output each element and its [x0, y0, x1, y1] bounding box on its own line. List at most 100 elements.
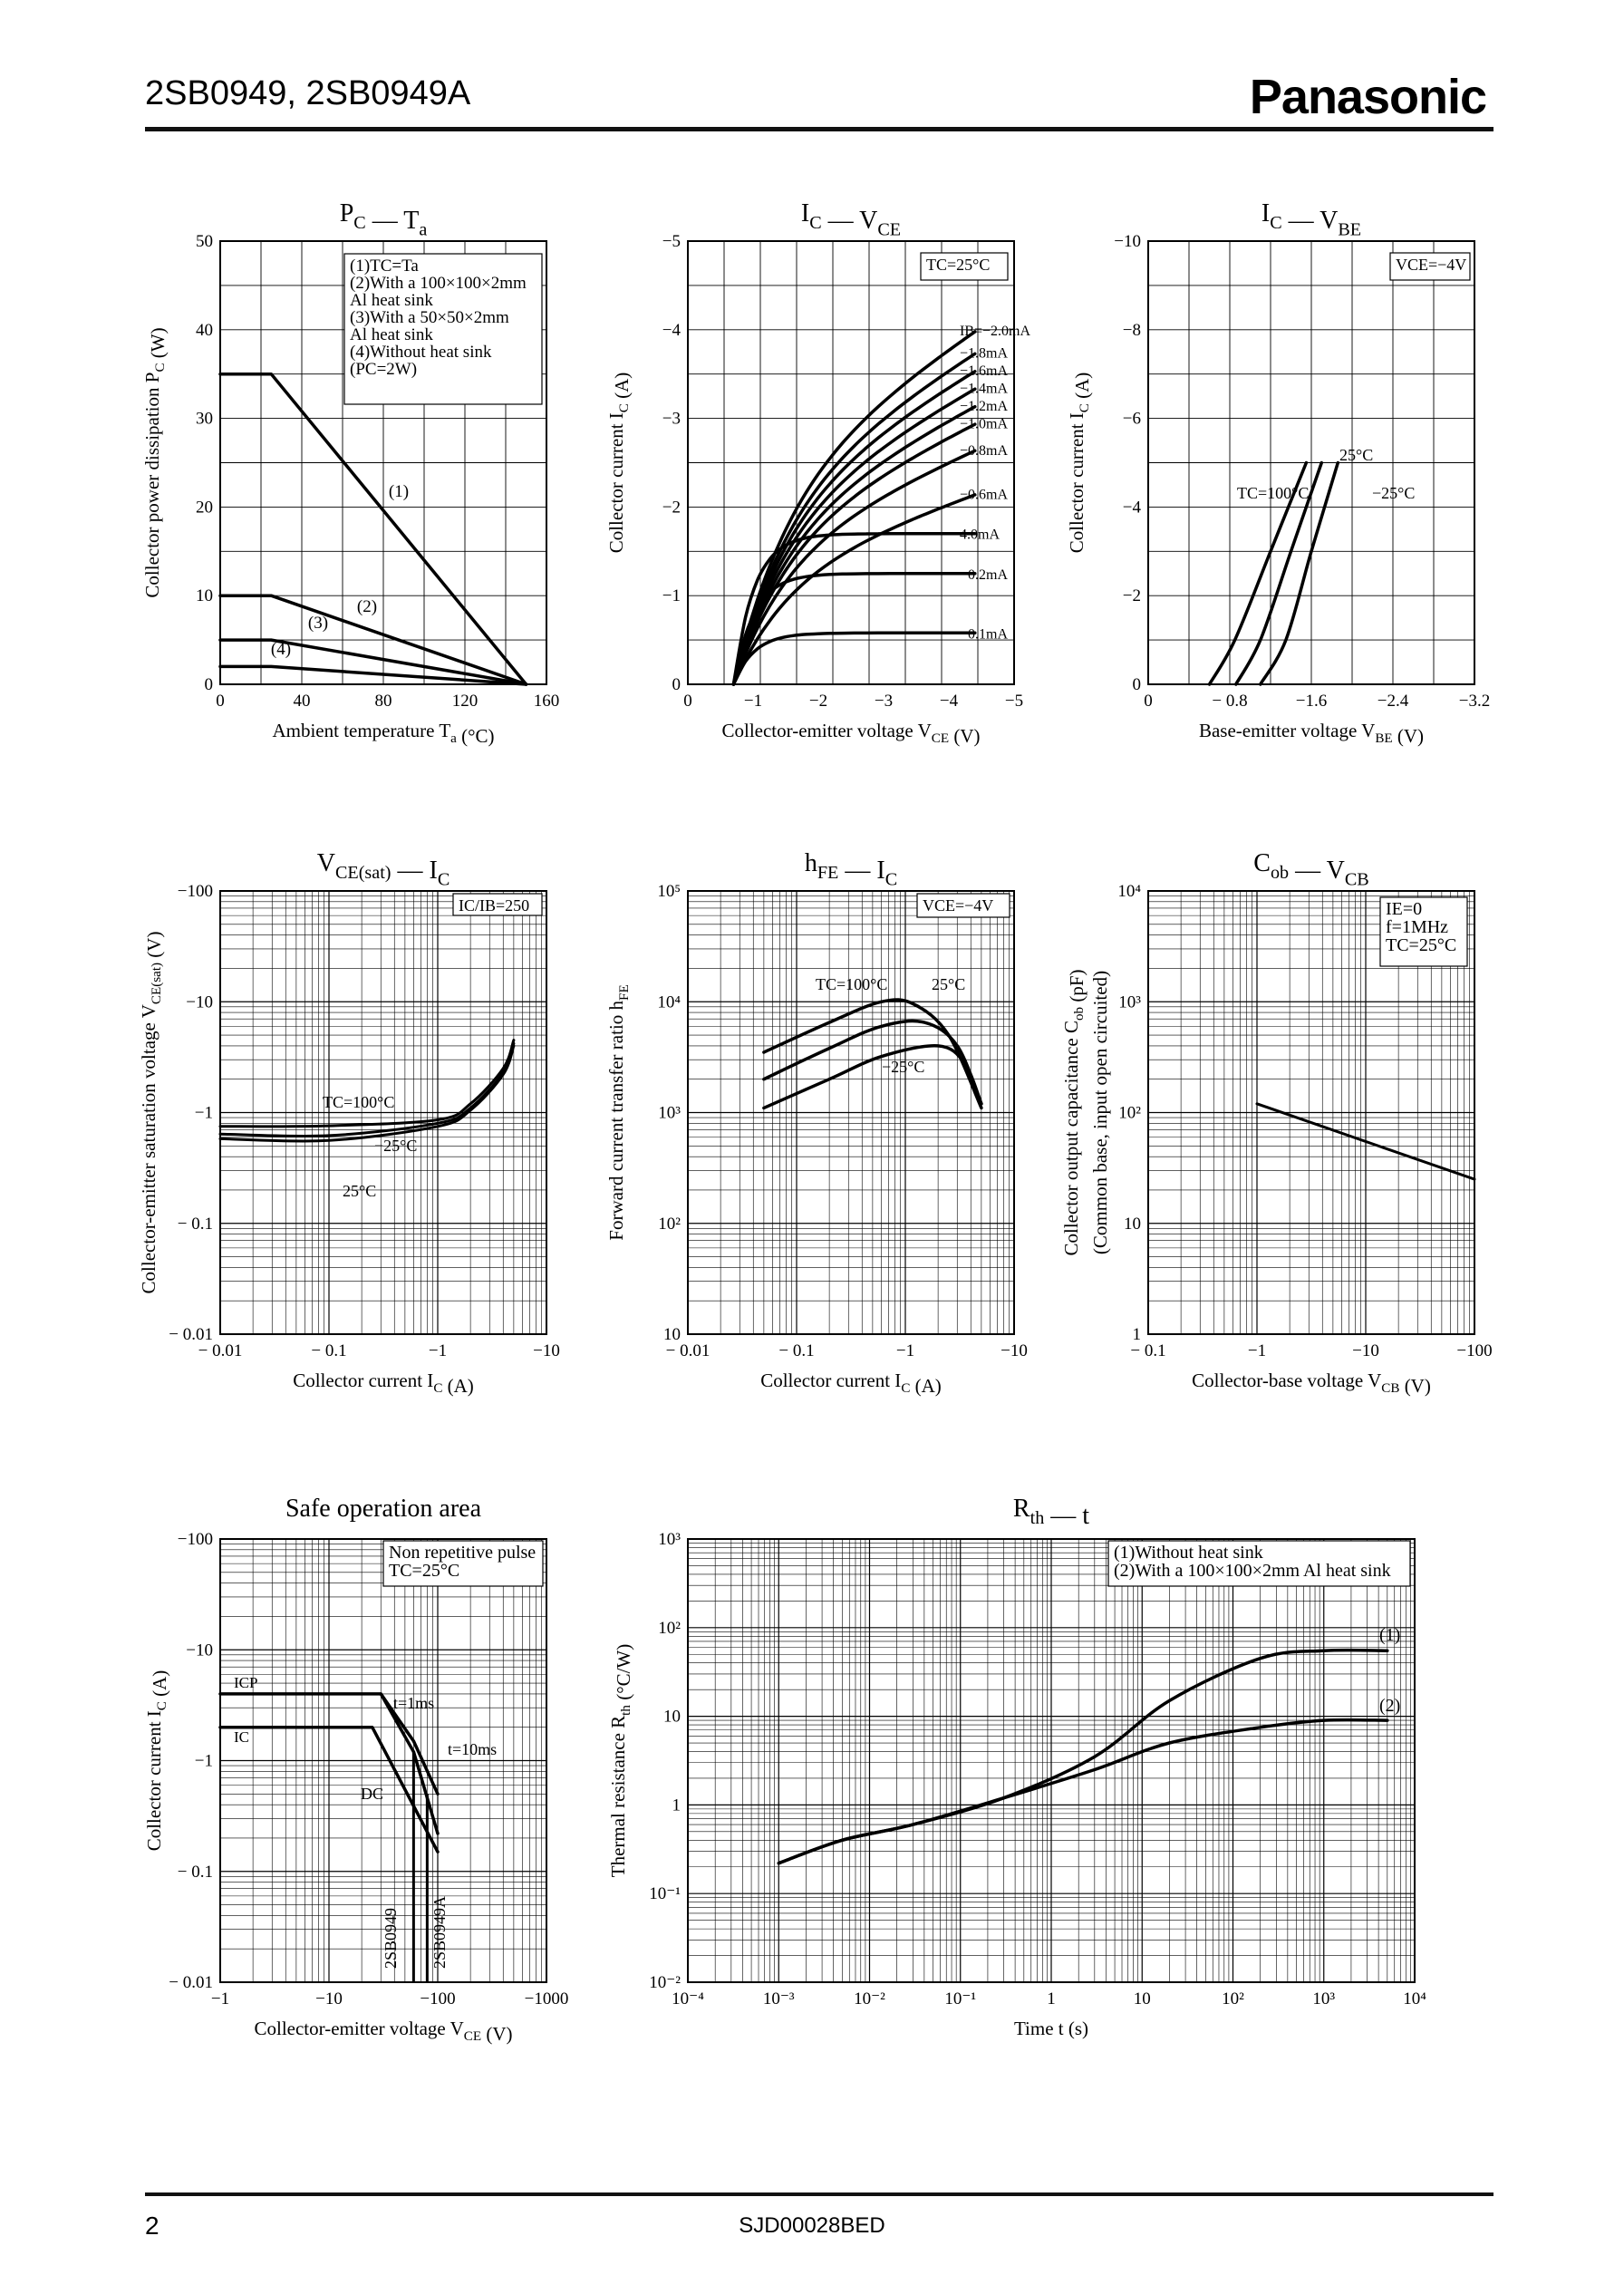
cob-ytick: 10⁴ [1117, 882, 1141, 901]
rth-legend-text: (2)With a 100×100×2mm Al heat sink [1114, 1561, 1391, 1581]
footer-rule [145, 2192, 1494, 2196]
plot-frame [687, 240, 1015, 685]
pc-ytick: 10 [196, 586, 213, 605]
icvbe-series-1 [1207, 460, 1309, 686]
hfe-ytick: 10 [663, 1325, 681, 1344]
icvce-ytick: −3 [662, 410, 681, 429]
icvbe-xtick: 0 [1144, 692, 1153, 711]
pc-series-2 [218, 594, 528, 686]
rth-ylabel: Thermal resistance Rth (°C/W) [607, 1644, 634, 1878]
icvce-ytick: −1 [662, 586, 681, 605]
icvce-curve-label: −0.8mA [960, 443, 1008, 459]
pc-xtick: 0 [216, 692, 225, 711]
vcesat-ytick: − 0.1 [178, 1215, 213, 1234]
pc-series-1 [218, 372, 528, 686]
pc-legend-text: (4)Without heat sink [350, 343, 492, 362]
page-number: 2 [145, 2212, 160, 2240]
soa-label-2SB0949A: 2SB0949A [430, 1896, 449, 1969]
pc-series-3 [218, 638, 528, 686]
icvce-curve-label: −0.6mA [960, 488, 1008, 503]
icvbe-ytick: −6 [1123, 410, 1141, 429]
icvce-ytick: −5 [662, 232, 681, 251]
vcesat-xtick: − 0.01 [198, 1341, 243, 1360]
pc-curve-label: (4) [271, 640, 291, 659]
icvbe-series-3 [1259, 460, 1340, 686]
rth-ytick: 1 [672, 1796, 682, 1815]
rth-box [1107, 1540, 1411, 1587]
icvbe-ytick: −4 [1123, 498, 1142, 517]
hfe-box [916, 893, 1010, 918]
header-rule [145, 127, 1494, 131]
rth-legend-text: (1)Without heat sink [1114, 1543, 1263, 1563]
cob-xtick: −1 [1248, 1341, 1266, 1360]
pc-legend-text: Al heat sink [350, 291, 433, 310]
icvbe-ylabel: Collector current IC (A) [1066, 373, 1093, 554]
hfe-legend-text: VCE=−4V [923, 896, 993, 915]
pc-ytick: 40 [196, 321, 213, 340]
rth-curve-label: (2) [1379, 1696, 1400, 1716]
plot-frame [687, 1538, 1416, 1983]
soa-label-2SB0949: 2SB0949 [382, 1908, 400, 1969]
vcesat-ytick: −10 [186, 992, 213, 1011]
pc-box [343, 253, 543, 405]
icvce-series-8 [731, 493, 977, 686]
icvce-series-5 [731, 404, 977, 686]
icvce-ytick: −2 [662, 498, 681, 517]
icvce-curve-label: −1.8mA [960, 345, 1008, 361]
hfe-ytick: 10⁵ [657, 882, 681, 901]
icvbe-curve-label: −25°C [1372, 484, 1415, 502]
pc-legend-text: (1)TC=Ta [350, 257, 419, 276]
icvbe-title: IC — VBE [1262, 199, 1361, 240]
icvbe-curve-label: TC=100°C [1237, 484, 1309, 502]
pc-xtick: 160 [534, 692, 560, 711]
pc-curve-label: (1) [389, 482, 409, 501]
icvce-series-3 [731, 370, 977, 686]
icvbe-xtick: −1.6 [1296, 692, 1327, 711]
cob-title: Cob — VCB [1253, 849, 1368, 890]
cob-box [1379, 896, 1468, 967]
vcesat-ylabel: Collector-emitter saturation voltage VCE… [138, 932, 165, 1294]
icvce-curve-label: −1.4mA [960, 381, 1008, 396]
pc-xtick: 120 [452, 692, 478, 711]
soa-xtick: −1 [211, 1989, 229, 2008]
icvce-series-4 [731, 387, 977, 686]
cob-legend-text: TC=25°C [1386, 935, 1456, 955]
soa-ytick: − 0.01 [169, 1973, 213, 1992]
hfe-ytick: 10² [658, 1215, 681, 1234]
icvce-curve-label: −1.2mA [960, 399, 1008, 414]
icvce-ytick: −4 [662, 321, 682, 340]
icvce-xtick: −2 [809, 692, 827, 711]
pc-ylabel: Collector power dissipation PC (W) [141, 327, 169, 597]
cob-legend-text: IE=0 [1386, 899, 1422, 919]
pc-ytick: 0 [205, 675, 214, 694]
soa-ytick: −100 [178, 1530, 213, 1549]
hfe-series-1 [762, 998, 983, 1110]
hfe-xlabel: Collector current IC (A) [760, 1370, 942, 1397]
rth-ytick: 10⁻¹ [649, 1884, 681, 1903]
icvbe-xtick: −2.4 [1378, 692, 1409, 711]
soa-title: Safe operation area [285, 1495, 482, 1523]
icvce-xtick: −4 [940, 692, 959, 711]
vcesat-series-1 [218, 1039, 516, 1128]
soa-label-t10ms: t=10ms [448, 1740, 497, 1758]
rth-ytick: 10² [658, 1619, 681, 1638]
cob-ytick: 10 [1124, 1215, 1141, 1234]
hfe-ytick: 10⁴ [657, 992, 681, 1011]
hfe-xtick: − 0.01 [666, 1341, 710, 1360]
rth-xtick: 10⁻¹ [944, 1989, 976, 2008]
pc-curve-label: (3) [308, 614, 328, 633]
vcesat-xtick: − 0.1 [311, 1341, 346, 1360]
cob-xtick: −10 [1352, 1341, 1379, 1360]
icvce-curve-label: IB=−2.0mA [960, 324, 1030, 339]
rth-ytick: 10⁻² [649, 1973, 681, 1992]
soa-label-icp: ICP [234, 1674, 257, 1691]
vcesat-xtick: −1 [429, 1341, 447, 1360]
cob-legend-text: f=1MHz [1386, 917, 1448, 937]
hfe-series-3 [762, 1044, 983, 1110]
icvbe-series-2 [1234, 460, 1324, 686]
rth-xtick: 10⁴ [1403, 1989, 1426, 2008]
rth-xtick: 10³ [1312, 1989, 1335, 2008]
soa-label-dc: DC [361, 1785, 383, 1803]
pc-xlabel: Ambient temperature Ta (°C) [272, 720, 494, 747]
